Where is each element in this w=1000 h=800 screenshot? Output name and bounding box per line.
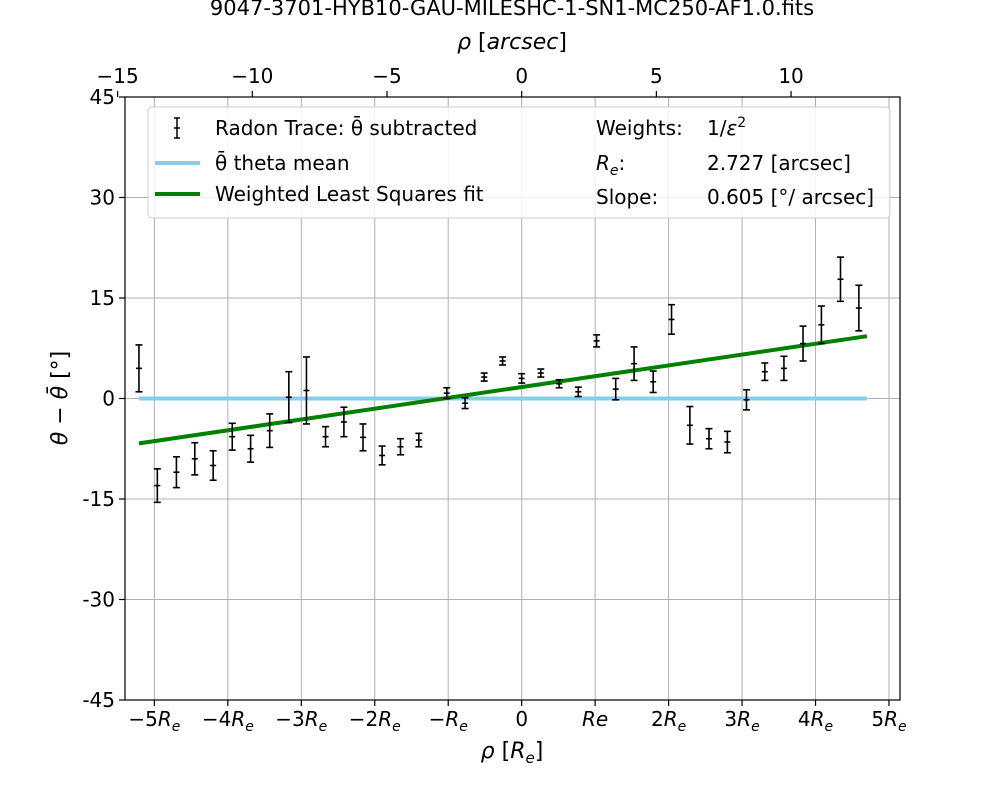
x-tick-label: 5Re [871, 707, 906, 735]
errorbar-point [359, 423, 367, 452]
x2-tick-label: 0 [515, 64, 528, 88]
x-tick-label: −2Re [349, 707, 401, 735]
errorbar-point [285, 370, 293, 424]
errorbar-point [799, 325, 807, 362]
legend-label-mean: θ̄ theta mean [215, 150, 350, 175]
legend-box [147, 106, 891, 219]
errorbar-point [378, 445, 386, 466]
wls-fit-line [138, 334, 868, 446]
y-tick-label: 15 [90, 286, 115, 310]
y-tick-label: 45 [90, 85, 115, 109]
y-tick-label: -30 [82, 588, 115, 612]
errorbar-point [612, 377, 620, 401]
errorbar-point [322, 425, 330, 448]
x-tick-label: −3Re [275, 707, 327, 735]
errorbar-point [302, 356, 310, 425]
errorbar-point [247, 434, 255, 463]
errorbar-point [574, 386, 582, 398]
errorbar-point [723, 430, 731, 454]
x2-axis-title: ρ [arcsec] [457, 30, 567, 55]
errorbar-point [480, 372, 488, 382]
legend-slope-key: Slope: [596, 185, 658, 209]
x-tick-label: 3Re [724, 707, 759, 735]
errorbar-point [191, 441, 199, 476]
errorbar-point [396, 437, 404, 456]
errorbar-point [443, 386, 451, 400]
errorbar-point [761, 362, 769, 382]
legend-re-key: Re: [596, 151, 625, 179]
x-tick-label: −4Re [202, 707, 254, 735]
legend-slope-value: 0.605 [°/ arcsec] [707, 185, 874, 209]
errorbar-point [518, 372, 526, 384]
errorbar-point [855, 284, 863, 332]
errorbar-point [537, 368, 545, 378]
y-tick-label: 30 [90, 186, 115, 210]
legend-re-value: 2.727 [arcsec] [707, 151, 851, 175]
y-tick-label: -15 [82, 487, 115, 511]
legend-weights-key: Weights: [596, 116, 683, 140]
ticks: −5Re −4Re −3Re −2Re −Re 0 Re 2Re 3Re 4Re 5Re 45 30 15… [82, 64, 906, 735]
y-tick-label: -45 [82, 688, 115, 712]
errorbar-point [593, 334, 601, 348]
errorbar-point [742, 388, 750, 411]
errorbar-point [668, 303, 676, 335]
errorbar-point [649, 370, 657, 394]
chart-title: 9047-3701-HYB10-GAU-MILESHC-1-SN1-MC250-… [210, 0, 814, 20]
x2-tick-label: 5 [650, 64, 663, 88]
errorbar-point [836, 256, 844, 303]
x-axis-title: ρ [Re] [481, 739, 544, 767]
errorbar-point [461, 397, 469, 410]
errorbar-point [705, 427, 713, 450]
errorbar-point [209, 449, 217, 482]
errorbar-point [555, 378, 563, 389]
plot-data [135, 256, 868, 504]
x2-tick-label: −10 [231, 64, 273, 88]
errorbar-point [340, 406, 348, 438]
errorbar-point [135, 344, 143, 393]
errorbar-point [499, 356, 507, 366]
errorbar-point [172, 455, 180, 489]
errorbar-point [266, 413, 274, 449]
y-axis-title: θ − θ̄ [°] [47, 351, 73, 446]
errorbar-point [780, 355, 788, 382]
errorbar-point [817, 305, 825, 345]
x-tick-label: 2Re [651, 707, 686, 735]
errorbar-point [630, 346, 638, 382]
legend: Radon Trace: θ̄ subtracted θ̄ theta mean… [147, 106, 891, 219]
x-tick-label: −Re [429, 707, 468, 735]
x-tick-label: 0 [515, 707, 528, 731]
x2-tick-label: 10 [778, 64, 803, 88]
legend-marker-errorbar [174, 117, 180, 139]
x-tick-label: 4Re [798, 707, 833, 735]
errorbar-point [153, 468, 161, 504]
errorbar-point [686, 405, 694, 445]
legend-label-radon: Radon Trace: θ̄ subtracted [215, 115, 477, 140]
legend-label-fit: Weighted Least Squares fit [215, 182, 484, 206]
x-tick-label: Re [582, 707, 608, 731]
y-tick-label: 0 [102, 387, 115, 411]
x2-tick-label: −15 [97, 64, 139, 88]
x2-tick-label: −5 [372, 64, 401, 88]
x-tick-label: −5Re [128, 707, 180, 735]
errorbar-point [415, 432, 423, 448]
errorbar-point [228, 422, 236, 451]
